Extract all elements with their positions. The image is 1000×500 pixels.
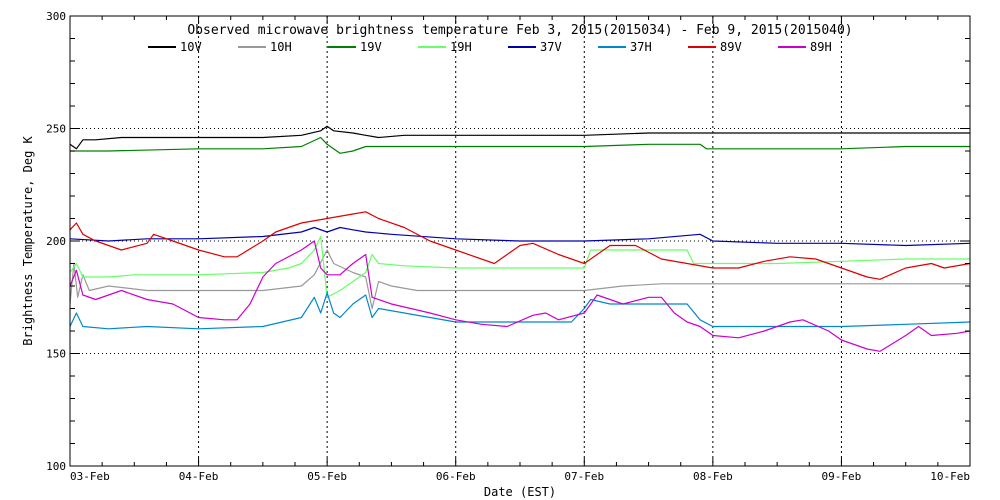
x-tick-label-07-Feb: 07-Feb (564, 470, 604, 483)
y-tick-label-200: 200 (46, 235, 66, 248)
y-tick-label-250: 250 (46, 123, 66, 136)
axis-layer: 03-Feb 04-Feb 05-Feb 06-Feb 07-Feb 08-Feb 09-F… (46, 10, 971, 483)
chart-title: Observed microwave brightness temperatur… (187, 23, 852, 38)
legend-label-89V: 89V (720, 40, 742, 54)
series-layer (69, 125, 971, 352)
series-line-10H (69, 249, 970, 310)
legend-label-37H: 37H (630, 40, 652, 54)
series-line-89V (69, 211, 971, 280)
y-tick-label-300: 300 (46, 10, 66, 23)
x-tick-label-05-Feb: 05-Feb (307, 470, 347, 483)
legend-label-19V: 19V (360, 40, 382, 54)
y-tick-label-150: 150 (46, 348, 66, 361)
x-axis-label: Date (EST) (484, 485, 556, 499)
x-tick-label-08-Feb: 08-Feb (693, 470, 733, 483)
x-tick-label-06-Feb: 06-Feb (436, 470, 476, 483)
series-line-89H (69, 240, 971, 352)
legend-label-89H: 89H (810, 40, 832, 54)
series-line-19V (70, 136, 970, 154)
y-tick-label-100: 100 (46, 460, 66, 473)
series-line-19H (69, 235, 970, 298)
x-tick-label-09-Feb: 09-Feb (822, 470, 862, 483)
legend-label-19H: 19H (450, 40, 472, 54)
series-line-37V (69, 226, 971, 247)
x-tick-label-03-Feb: 03-Feb (70, 470, 110, 483)
legend-label-37V: 37V (540, 40, 562, 54)
series-line-37H (69, 292, 971, 330)
x-tick-label-10-Feb: 10-Feb (930, 470, 970, 483)
legend: 10V 10H 19V 19H 37V 37H 89V 89H (148, 40, 832, 54)
series-line-10V (69, 125, 970, 150)
legend-label-10H: 10H (270, 40, 292, 54)
y-axis-label: Brightness Temperature, Deg K (21, 135, 35, 345)
x-tick-label-04-Feb: 04-Feb (179, 470, 219, 483)
legend-label-10V: 10V (180, 40, 202, 54)
